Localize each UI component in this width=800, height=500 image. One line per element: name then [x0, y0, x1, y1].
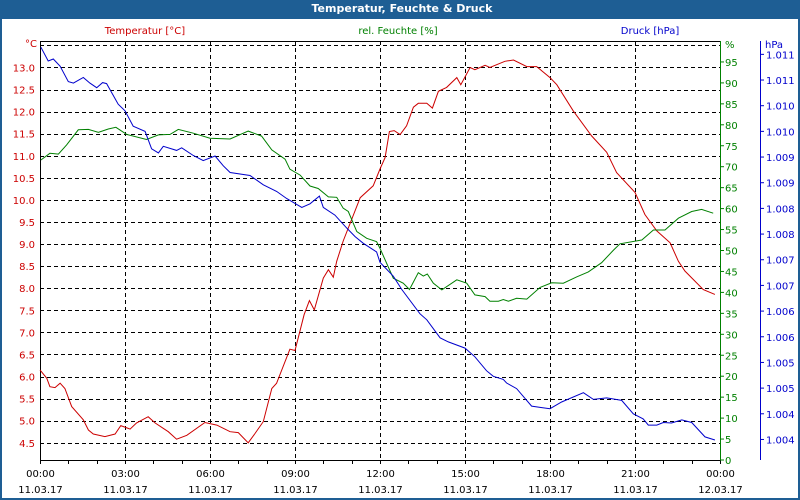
x-tick-time: 18:00	[536, 469, 565, 480]
humidity-tick-label: 95	[725, 58, 738, 69]
axis-labels: 00:00 11.03.17 03:00 11.03.17 06:00 11.03.17 0…	[13, 26, 795, 496]
temperature-tick-label: 12.5	[13, 86, 35, 97]
temperature-tick-label: 5.5	[19, 395, 35, 406]
humidity-tick-label: 85	[725, 100, 738, 111]
pressure-tick-label: 1.010	[766, 102, 795, 113]
x-tick-time: 21:00	[621, 469, 650, 480]
temperature-tick-label: 4.5	[19, 439, 35, 450]
humidity-tick-label: 45	[725, 267, 738, 278]
axes	[40, 41, 764, 464]
x-tick-time: 15:00	[451, 469, 480, 480]
x-tick-time: 00:00	[26, 469, 55, 480]
pressure-tick-label: 1.008	[766, 230, 795, 241]
humidity-unit: %	[725, 40, 735, 51]
humidity-tick-label: 40	[725, 288, 738, 299]
temperature-tick-label: 13.0	[13, 63, 35, 74]
temperature-unit: °C	[25, 39, 37, 50]
humidity-tick-label: 90	[725, 79, 738, 90]
temperature-tick-label: 7.0	[19, 328, 35, 339]
temperature-tick-label: 9.5	[19, 218, 35, 229]
humidity-tick-label: 35	[725, 309, 738, 320]
humidity-tick-label: 50	[725, 247, 738, 258]
pressure-tick-label: 1.007	[766, 256, 795, 267]
x-tick-date: 11.03.17	[103, 485, 148, 496]
temperature-tick-label: 11.0	[13, 152, 35, 163]
legend-humidity: rel. Feuchte [%]	[358, 26, 437, 37]
pressure-tick-label: 1.005	[766, 384, 795, 395]
humidity-tick-label: 10	[725, 414, 738, 425]
humidity-tick-label: 5	[725, 435, 731, 446]
x-tick-date: 11.03.17	[273, 485, 318, 496]
pressure-tick-label: 1.011	[766, 76, 795, 87]
humidity-tick-label: 55	[725, 226, 738, 237]
pressure-tick-label: 1.010	[766, 127, 795, 138]
x-tick-date: 11.03.17	[443, 485, 488, 496]
series-line-pressure	[40, 46, 716, 441]
humidity-tick-label: 60	[725, 205, 738, 216]
temperature-tick-label: 10.5	[13, 174, 35, 185]
humidity-tick-label: 75	[725, 142, 738, 153]
pressure-tick-label: 1.006	[766, 307, 795, 318]
temperature-tick-label: 10.0	[13, 196, 35, 207]
temperature-tick-label: 11.5	[13, 130, 35, 141]
pressure-tick-label: 1.007	[766, 281, 795, 292]
series-line-humidity	[40, 126, 714, 302]
x-tick-date: 11.03.17	[358, 485, 403, 496]
x-tick-date: 11.03.17	[188, 485, 233, 496]
humidity-tick-label: 70	[725, 163, 738, 174]
pressure-tick-label: 1.004	[766, 435, 795, 446]
series-line-temperature	[39, 59, 716, 444]
humidity-tick-label: 20	[725, 372, 738, 383]
humidity-tick-label: 15	[725, 393, 738, 404]
humidity-tick-label: 30	[725, 330, 738, 341]
x-tick-time: 06:00	[196, 469, 225, 480]
pressure-tick-label: 1.009	[766, 153, 795, 164]
x-tick-time: 03:00	[111, 469, 140, 480]
temperature-tick-label: 12.0	[13, 108, 35, 119]
temperature-tick-label: 5.0	[19, 417, 35, 428]
series-lines	[39, 46, 716, 444]
temperature-tick-label: 6.5	[19, 350, 35, 361]
temperature-tick-label: 9.0	[19, 240, 35, 251]
pressure-unit: hPa	[765, 40, 783, 51]
x-tick-date: 11.03.17	[18, 485, 63, 496]
x-tick-time: 00:00	[706, 469, 735, 480]
x-tick-time: 09:00	[281, 469, 310, 480]
temperature-tick-label: 8.5	[19, 262, 35, 273]
x-tick-time: 12:00	[366, 469, 395, 480]
humidity-tick-label: 0	[725, 456, 731, 467]
x-tick-date: 11.03.17	[613, 485, 658, 496]
humidity-tick-label: 25	[725, 351, 738, 362]
x-tick-date: 12.03.17	[698, 485, 743, 496]
pressure-tick-label: 1.008	[766, 204, 795, 215]
temperature-tick-label: 7.5	[19, 306, 35, 317]
pressure-tick-label: 1.011	[766, 50, 795, 61]
grid	[40, 41, 720, 460]
pressure-tick-label: 1.004	[766, 410, 795, 421]
temperature-tick-label: 6.0	[19, 373, 35, 384]
legend-temperature: Temperatur [°C]	[104, 26, 185, 37]
x-tick-date: 11.03.17	[528, 485, 573, 496]
pressure-tick-label: 1.005	[766, 358, 795, 369]
pressure-tick-label: 1.009	[766, 179, 795, 190]
legend-pressure: Druck [hPa]	[621, 26, 680, 37]
window-title: Temperatur, Feuchte & Druck	[2, 0, 800, 19]
pressure-tick-label: 1.006	[766, 333, 795, 344]
temperature-tick-label: 8.0	[19, 284, 35, 295]
humidity-tick-label: 80	[725, 121, 738, 132]
humidity-tick-label: 65	[725, 184, 738, 195]
